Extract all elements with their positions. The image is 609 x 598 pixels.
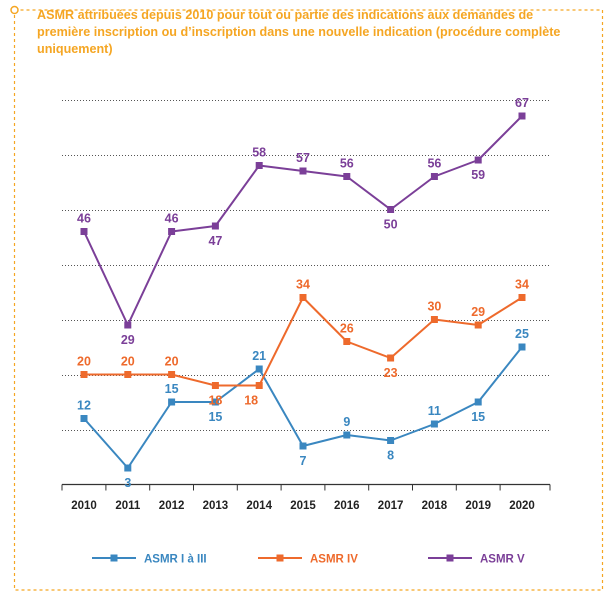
data-label: 34 <box>515 278 529 292</box>
x-tick-label: 2011 <box>115 500 141 512</box>
data-point-marker <box>168 398 176 406</box>
data-label: 56 <box>427 157 441 171</box>
x-tick-label: 2014 <box>246 500 272 512</box>
data-label: 8 <box>387 449 394 463</box>
data-point-marker <box>387 437 395 444</box>
data-point-marker <box>343 338 351 345</box>
data-label: 20 <box>121 355 135 369</box>
data-point-marker <box>430 173 438 180</box>
data-point-marker <box>518 294 526 301</box>
data-point-marker <box>168 228 176 235</box>
data-label: 23 <box>384 366 398 380</box>
x-tick-label: 2010 <box>71 500 97 512</box>
data-point-marker <box>255 382 263 389</box>
series-line-0 <box>83 346 523 469</box>
data-label: 58 <box>252 146 266 160</box>
data-point-marker <box>343 173 351 180</box>
data-label: 15 <box>165 382 179 396</box>
data-point-marker <box>124 321 132 329</box>
data-label: 29 <box>121 333 135 347</box>
x-tick-label: 2020 <box>509 500 535 512</box>
data-label: 18 <box>208 394 222 408</box>
data-label: 56 <box>340 157 354 171</box>
x-tick-label: 2016 <box>334 500 360 512</box>
data-point-marker <box>387 354 395 362</box>
data-label: 34 <box>296 278 310 292</box>
data-point-marker <box>80 415 88 422</box>
data-label: 15 <box>471 410 485 424</box>
data-point-marker <box>518 343 526 351</box>
data-label: 57 <box>296 151 310 165</box>
series-line-2 <box>83 115 523 326</box>
data-point-marker <box>211 398 219 406</box>
data-point-marker <box>474 156 482 164</box>
data-point-marker <box>124 371 132 378</box>
data-label: 15 <box>208 410 222 424</box>
data-label: 30 <box>427 300 441 314</box>
data-label: 11 <box>428 404 441 418</box>
data-label: 12 <box>77 399 91 413</box>
data-label: 46 <box>77 212 91 226</box>
legend-swatch-marker <box>110 554 118 562</box>
data-label: 47 <box>208 234 222 248</box>
data-label: 26 <box>340 322 354 336</box>
data-point-marker <box>168 371 176 378</box>
data-label: 9 <box>343 415 350 429</box>
x-tick-label: 2017 <box>378 500 404 512</box>
data-point-marker <box>430 316 438 323</box>
data-point-marker <box>299 167 307 175</box>
legend-swatch-marker <box>276 554 284 562</box>
data-label: 20 <box>165 355 179 369</box>
data-label: 59 <box>471 168 485 182</box>
data-point-marker <box>255 365 263 373</box>
data-label: 50 <box>384 218 398 232</box>
data-point-marker <box>474 398 482 406</box>
data-point-marker <box>299 442 307 450</box>
data-label: 67 <box>515 96 529 110</box>
legend-label: ASMR I à III <box>144 554 207 566</box>
legend-swatch-marker <box>446 554 454 562</box>
legend-label: ASMR V <box>480 554 525 566</box>
data-label: 46 <box>165 212 179 226</box>
x-tick-label: 2013 <box>203 500 229 512</box>
data-point-marker <box>430 420 438 428</box>
data-point-marker <box>299 294 307 301</box>
chart-title: ASMR attribuées depuis 2010 pour tout ou… <box>37 8 561 56</box>
x-tick-label: 2018 <box>422 500 448 512</box>
x-tick-label: 2019 <box>465 500 491 512</box>
data-label: 3 <box>124 476 131 490</box>
data-label: 7 <box>300 454 307 468</box>
series-line-1 <box>84 296 523 387</box>
data-label: 18 <box>244 394 258 408</box>
data-point-marker <box>255 162 263 169</box>
frame-border <box>13 9 604 591</box>
x-tick-label: 2015 <box>290 500 316 512</box>
frame-bullet-icon <box>10 5 19 15</box>
data-label: 21 <box>252 349 266 363</box>
data-point-marker <box>474 321 482 329</box>
data-point-marker <box>80 371 88 378</box>
data-point-marker <box>211 222 219 230</box>
legend-label: ASMR IV <box>310 554 358 566</box>
data-label: 25 <box>515 327 529 341</box>
data-point-marker <box>343 431 351 439</box>
x-tick-label: 2012 <box>159 500 185 512</box>
data-point-marker <box>211 382 219 389</box>
data-point-marker <box>518 112 526 120</box>
data-label: 20 <box>77 355 91 369</box>
data-point-marker <box>124 464 132 472</box>
data-label: 29 <box>471 305 485 319</box>
data-point-marker <box>387 206 395 213</box>
data-point-marker <box>80 228 88 235</box>
